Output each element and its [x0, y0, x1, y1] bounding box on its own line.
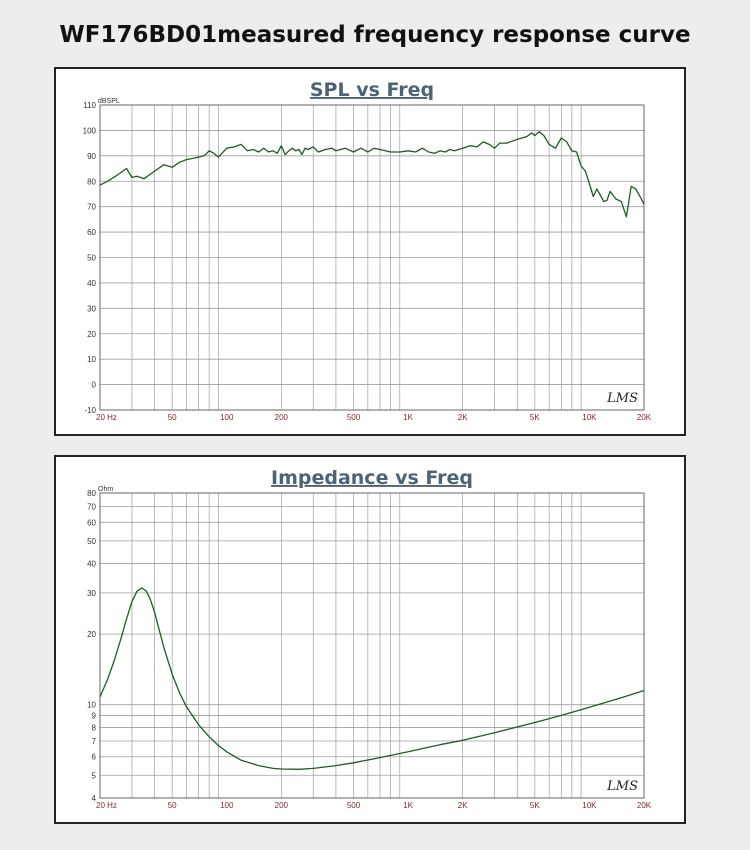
- y-tick-label: 10: [87, 701, 96, 710]
- y-tick-label: 70: [87, 503, 96, 512]
- y-tick-label: 80: [87, 489, 96, 498]
- spl-chart-panel: SPL vs Freq -10 0 10 20 30 40 50 60 70 80 90 100 110 d…: [54, 67, 686, 436]
- y-axis-label: dBSPL: [98, 98, 120, 105]
- x-tick-label: 1K: [403, 801, 413, 810]
- x-tick-label: 20K: [637, 801, 652, 810]
- y-tick-label: 0: [92, 381, 97, 390]
- x-tick-label: 10K: [582, 801, 597, 810]
- y-tick-label: 5: [92, 771, 97, 780]
- y-tick-label: 40: [87, 560, 96, 569]
- x-tick-label: 5K: [530, 801, 540, 810]
- y-tick-label: -10: [84, 406, 96, 415]
- y-tick-label: 100: [83, 126, 97, 135]
- y-tick-label: 80: [87, 177, 96, 186]
- x-tick-label: 20K: [637, 413, 652, 422]
- x-tick-label: 200: [275, 413, 289, 422]
- series-line: [99, 587, 645, 770]
- y-tick-label: 10: [87, 355, 96, 364]
- x-tick-label: 200: [275, 801, 289, 810]
- y-axis-label: Ohm: [98, 486, 113, 493]
- x-tick-label: 2K: [458, 413, 468, 422]
- y-tick-label: 6: [92, 753, 97, 762]
- x-tick-label: 50: [168, 801, 177, 810]
- plot-frame: [99, 104, 645, 411]
- y-tick-label: 7: [92, 737, 97, 746]
- y-tick-label: 8: [92, 723, 97, 732]
- x-tick-label: 2K: [458, 801, 468, 810]
- y-tick-label: 50: [87, 537, 96, 546]
- x-tick-label: 20 Hz: [96, 801, 117, 810]
- y-tick-label: 40: [87, 279, 96, 288]
- x-tick-label: 100: [220, 801, 234, 810]
- y-tick-label: 110: [83, 101, 96, 110]
- x-tick-label: 50: [168, 413, 177, 422]
- chart-title: Impedance vs Freq: [271, 467, 473, 489]
- chart-title: SPL vs Freq: [310, 79, 434, 101]
- y-tick-label: 4: [92, 794, 97, 803]
- lms-watermark: LMS: [606, 779, 638, 794]
- y-tick-label: 9: [92, 711, 97, 720]
- y-tick-label: 50: [87, 254, 96, 263]
- x-tick-label: 1K: [403, 413, 413, 422]
- y-tick-label: 60: [87, 518, 96, 527]
- lms-watermark: LMS: [606, 391, 638, 406]
- x-tick-label: 10K: [582, 413, 597, 422]
- x-tick-label: 100: [220, 413, 234, 422]
- y-tick-label: 90: [87, 152, 96, 161]
- impedance-chart-panel: Impedance vs Freq 4 5 6 7 8 9 10 20 30 40 50 60 70 80 O…: [54, 455, 686, 824]
- y-tick-label: 30: [87, 589, 96, 598]
- x-tick-label: 500: [347, 413, 361, 422]
- page-title: WF176BD01measured frequency response cur…: [59, 22, 691, 48]
- x-tick-label: 20 Hz: [96, 413, 117, 422]
- spl-chart: SPL vs Freq -10 0 10 20 30 40 50 60 70 80 90 100 110 d…: [83, 79, 652, 422]
- x-tick-label: 5K: [530, 413, 540, 422]
- y-tick-label: 30: [87, 304, 96, 313]
- y-tick-label: 60: [87, 228, 96, 237]
- x-tick-label: 500: [347, 801, 361, 810]
- impedance-chart: Impedance vs Freq 4 5 6 7 8 910 20 30 40 50 60 70 80 O…: [87, 467, 652, 810]
- plot-frame: [99, 492, 645, 799]
- y-tick-label: 20: [87, 330, 96, 339]
- y-tick-label: 20: [87, 630, 96, 639]
- series-line: [99, 131, 645, 218]
- y-tick-label: 70: [87, 203, 96, 212]
